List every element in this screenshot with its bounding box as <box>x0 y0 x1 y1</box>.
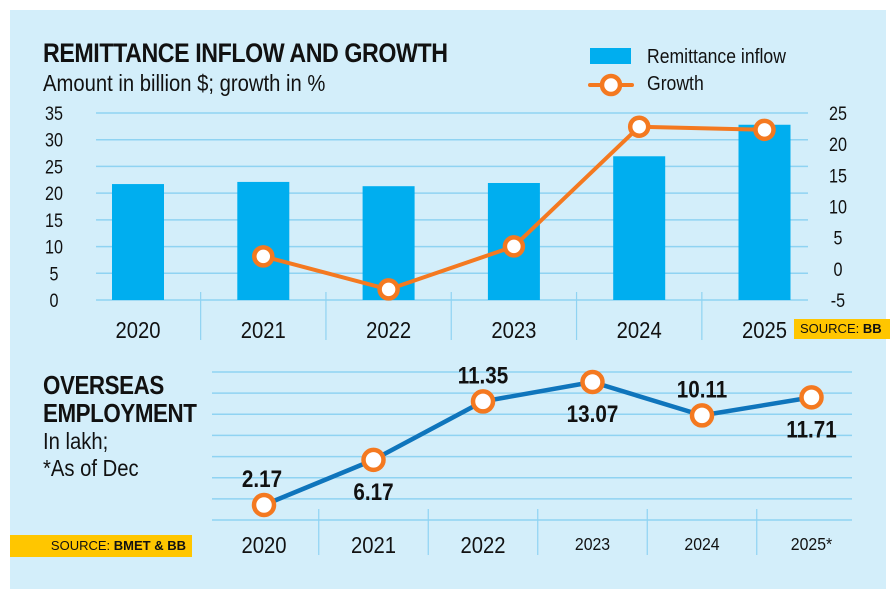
data-label: 13.07 <box>567 401 619 428</box>
x-axis-label: 2025 <box>742 317 787 344</box>
employment-source-badge: SOURCE: BMET & BB <box>10 535 192 557</box>
remittance-chart-title: REMITTANCE INFLOW AND GROWTH <box>43 38 448 68</box>
data-label: 6.17 <box>353 478 393 505</box>
left-axis-tick-label: 15 <box>45 210 63 232</box>
x-axis-label: 2021 <box>241 317 286 344</box>
legend-bar-swatch <box>590 48 631 64</box>
x-axis-label: 2020 <box>241 532 286 559</box>
employment-marker-2021 <box>361 447 386 473</box>
left-axis-tick-label: 25 <box>45 156 63 178</box>
left-axis-tick-label: 10 <box>45 236 63 258</box>
legend-growth-label: Growth <box>647 73 704 95</box>
right-axis-tick-label: 20 <box>829 134 847 156</box>
employment-chart-title-line2: EMPLOYMENT <box>43 398 197 428</box>
source-name: BB <box>862 321 882 336</box>
data-label: 2.17 <box>242 466 282 493</box>
source-prefix: SOURCE: <box>800 321 860 336</box>
left-axis-tick-label: 5 <box>50 263 59 285</box>
employment-chart-subtitle-line1: In lakh; <box>43 428 109 454</box>
employment-marker-2022 <box>470 389 496 414</box>
x-axis-label: 2024 <box>684 534 719 554</box>
right-axis-tick-label: 0 <box>834 259 843 281</box>
source-prefix: SOURCE: <box>50 538 111 553</box>
bar-remittance-2024 <box>613 156 666 300</box>
remittance-chart-subtitle: Amount in billion $; growth in % <box>43 70 326 96</box>
employment-marker-2020 <box>251 492 277 518</box>
bar-remittance-2025 <box>738 124 791 300</box>
source-name: BMET & BB <box>113 538 186 553</box>
data-label: 10.11 <box>677 376 728 403</box>
left-axis-tick-label: 30 <box>45 129 63 151</box>
x-axis-label: 2024 <box>617 317 662 344</box>
employment-marker-2025* <box>799 385 824 410</box>
x-axis-label: 2020 <box>115 317 160 344</box>
right-axis-tick-label: 25 <box>829 103 847 125</box>
right-axis-tick-label: 10 <box>829 196 847 218</box>
growth-marker-2022 <box>377 278 400 301</box>
growth-marker-2021 <box>252 245 275 268</box>
left-axis-tick-label: 35 <box>45 103 63 125</box>
x-axis-label: 2021 <box>351 532 396 559</box>
employment-marker-2024 <box>689 403 715 428</box>
employment-marker-2023 <box>580 369 605 395</box>
x-axis-label: 2022 <box>460 532 505 559</box>
growth-marker-2023 <box>502 235 526 258</box>
x-axis-label: 2023 <box>491 317 536 344</box>
left-axis-tick-label: 0 <box>50 290 59 312</box>
remittance-source-badge: SOURCE: BB <box>794 319 890 339</box>
left-axis-tick-label: 20 <box>45 183 63 205</box>
employment-chart-subtitle-line2: *As of Dec <box>43 455 139 481</box>
data-label: 11.35 <box>458 362 509 389</box>
x-axis-label: 2025* <box>791 534 833 554</box>
data-label: 11.71 <box>786 416 837 443</box>
legend-bar-label: Remittance inflow <box>647 46 786 68</box>
right-axis-tick-label: 5 <box>834 227 843 249</box>
legend-growth-marker-icon <box>588 73 634 97</box>
growth-marker-2025 <box>753 118 776 142</box>
bar-remittance-2020 <box>112 184 164 300</box>
right-axis-tick-label: 15 <box>829 165 847 187</box>
growth-marker-2024 <box>627 115 651 138</box>
x-axis-label: 2023 <box>575 534 610 554</box>
right-axis-tick-label: -5 <box>831 290 846 312</box>
bar-remittance-2021 <box>237 181 290 300</box>
employment-chart-title-line1: OVERSEAS <box>43 370 164 400</box>
x-axis-label: 2022 <box>366 317 411 344</box>
employment-line <box>263 379 812 508</box>
